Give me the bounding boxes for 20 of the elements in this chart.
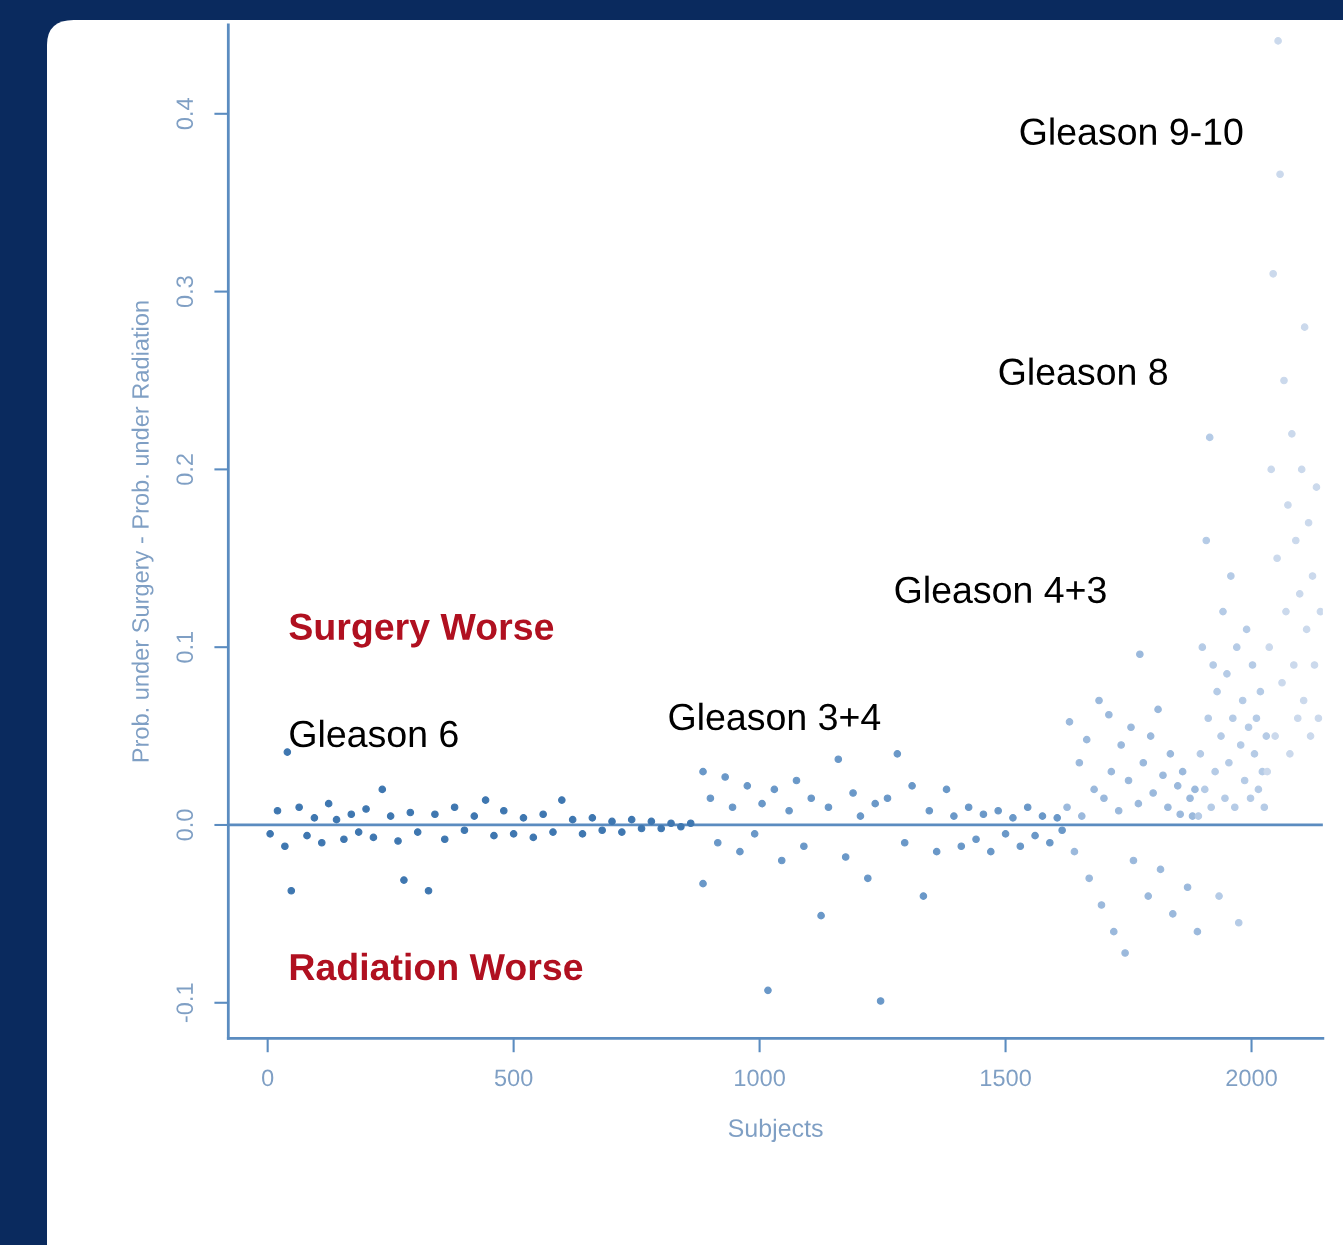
x-axis-title: Subjects bbox=[728, 1118, 823, 1142]
annotation: Gleason 9-10 bbox=[1020, 117, 1243, 146]
annotation: Gleason 4+3 bbox=[895, 575, 1106, 604]
y-tick-label: -0.1 bbox=[176, 983, 194, 1023]
y-axis-title: Prob. under Surgery - Prob. under Radiation bbox=[131, 301, 154, 762]
y-tick-label: 0.3 bbox=[176, 276, 194, 308]
x-tick-label: 2000 bbox=[1226, 1069, 1277, 1087]
annotation: Surgery Worse bbox=[289, 613, 554, 648]
annotation: Gleason 8 bbox=[999, 357, 1168, 386]
annotation: Gleason 6 bbox=[290, 719, 458, 748]
x-tick-label: 1000 bbox=[735, 1069, 785, 1087]
annotation: Gleason 3+4 bbox=[669, 702, 881, 731]
y-tick-label: 0.1 bbox=[176, 631, 194, 663]
y-tick-label: 0.4 bbox=[176, 98, 194, 130]
y-tick-label: 0.0 bbox=[176, 809, 194, 841]
y-tick-label: 0.2 bbox=[176, 454, 194, 485]
x-tick-label: 0 bbox=[262, 1069, 274, 1087]
annotation: Radiation Worse bbox=[290, 952, 583, 981]
x-tick-label: 1500 bbox=[981, 1069, 1031, 1087]
x-tick-label: 500 bbox=[494, 1069, 533, 1087]
